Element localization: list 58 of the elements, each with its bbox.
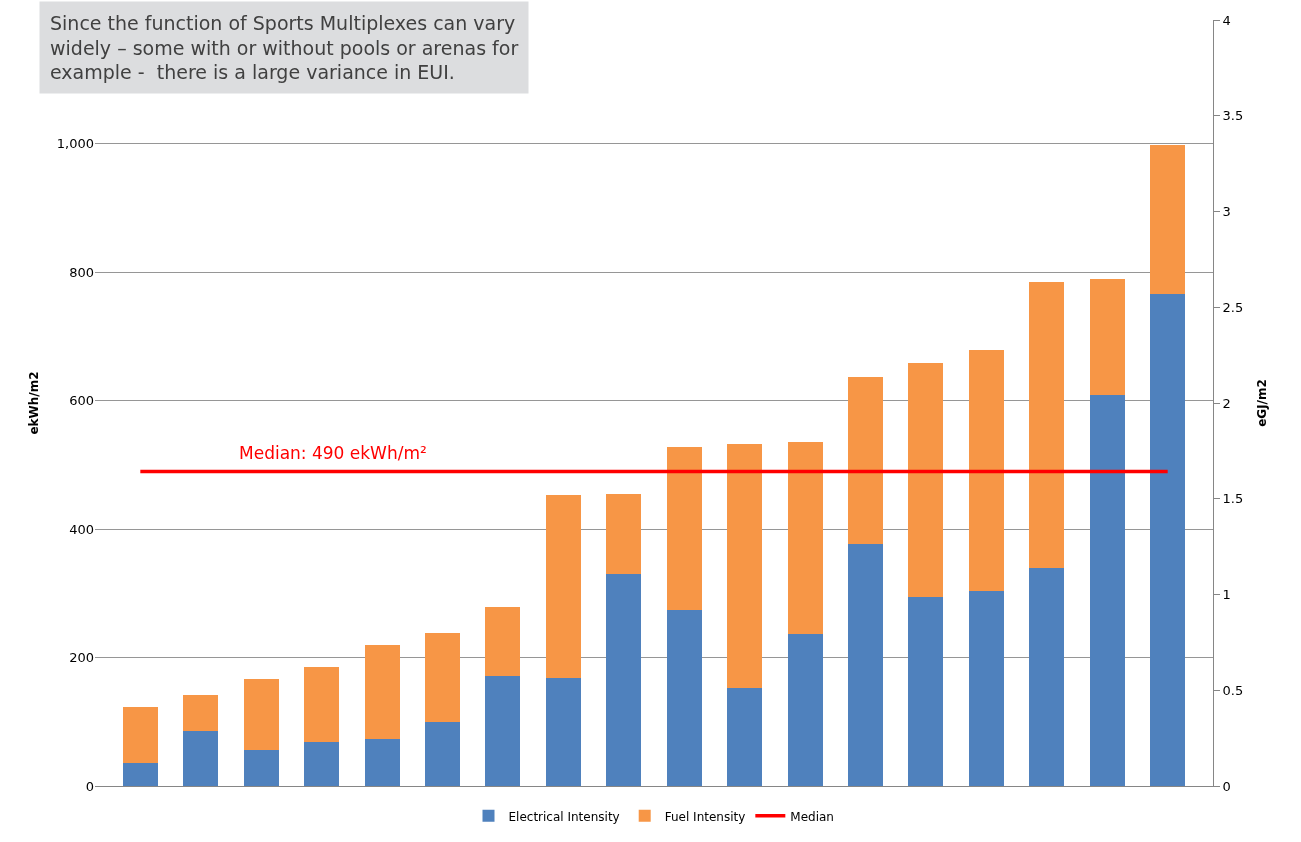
bar bbox=[545, 678, 581, 786]
bar bbox=[666, 446, 702, 611]
y2-tick-label: 3.5 bbox=[1222, 108, 1244, 124]
annotation: Median: 490 ekWh/m² bbox=[239, 443, 427, 463]
y-tick-label: 1,000 bbox=[56, 136, 94, 152]
bar bbox=[364, 739, 400, 786]
annotation: Since the function of Sports Multiplexes can vary widely – some with or without pools or arenas for example - there is a large variance in EUI. bbox=[50, 12, 519, 84]
bar bbox=[847, 543, 884, 786]
bar bbox=[485, 606, 521, 676]
bar bbox=[1089, 394, 1125, 786]
y2-tick-label: 0.5 bbox=[1222, 682, 1244, 698]
y2-tick-label: 2.5 bbox=[1222, 299, 1244, 315]
bar bbox=[1029, 567, 1065, 786]
legend-label: Electrical Intensity bbox=[508, 809, 620, 824]
bar bbox=[183, 731, 219, 786]
bar bbox=[122, 762, 158, 786]
legend-label: Fuel Intensity bbox=[664, 809, 746, 824]
bar bbox=[183, 694, 219, 732]
y-tick-label: 600 bbox=[69, 393, 94, 409]
y2-tick-label: 3 bbox=[1222, 204, 1231, 220]
bar bbox=[1150, 294, 1186, 786]
bar bbox=[968, 350, 1004, 591]
legend-label: Median bbox=[790, 809, 834, 824]
y-tick-label: 0 bbox=[85, 778, 94, 794]
y2-tick-label: 4 bbox=[1222, 12, 1231, 28]
y-axis-title: ekWh/m2 bbox=[27, 371, 42, 435]
bar bbox=[1089, 279, 1125, 395]
y-tick-label: 800 bbox=[69, 264, 94, 280]
y2-tick-label: 2 bbox=[1222, 395, 1231, 411]
bar bbox=[727, 688, 763, 786]
bar bbox=[968, 590, 1004, 786]
bar bbox=[1150, 145, 1186, 295]
y2-tick-label: 1 bbox=[1222, 587, 1231, 603]
y2-tick-label: 0 bbox=[1222, 778, 1231, 794]
y2-tick-label: 1.5 bbox=[1222, 491, 1244, 507]
y-tick-label: 400 bbox=[69, 521, 94, 537]
bar bbox=[545, 494, 581, 679]
bar bbox=[606, 493, 642, 575]
bar bbox=[485, 675, 521, 786]
bar bbox=[908, 596, 944, 786]
bar bbox=[243, 750, 279, 786]
y-tick-label: 200 bbox=[69, 650, 94, 666]
bar bbox=[424, 632, 461, 722]
y2-axis-title: eGJ/m2 bbox=[1255, 379, 1270, 427]
bar bbox=[727, 443, 763, 689]
bar bbox=[364, 644, 400, 740]
bar bbox=[908, 362, 944, 597]
bar bbox=[243, 678, 279, 751]
bar bbox=[787, 634, 823, 786]
bar bbox=[304, 742, 340, 786]
bar bbox=[666, 610, 702, 786]
bar bbox=[787, 442, 823, 635]
bar bbox=[1029, 281, 1065, 568]
bar bbox=[304, 666, 340, 743]
bar bbox=[847, 377, 884, 544]
bar bbox=[606, 574, 642, 786]
bar bbox=[424, 721, 461, 786]
bar bbox=[122, 707, 158, 763]
